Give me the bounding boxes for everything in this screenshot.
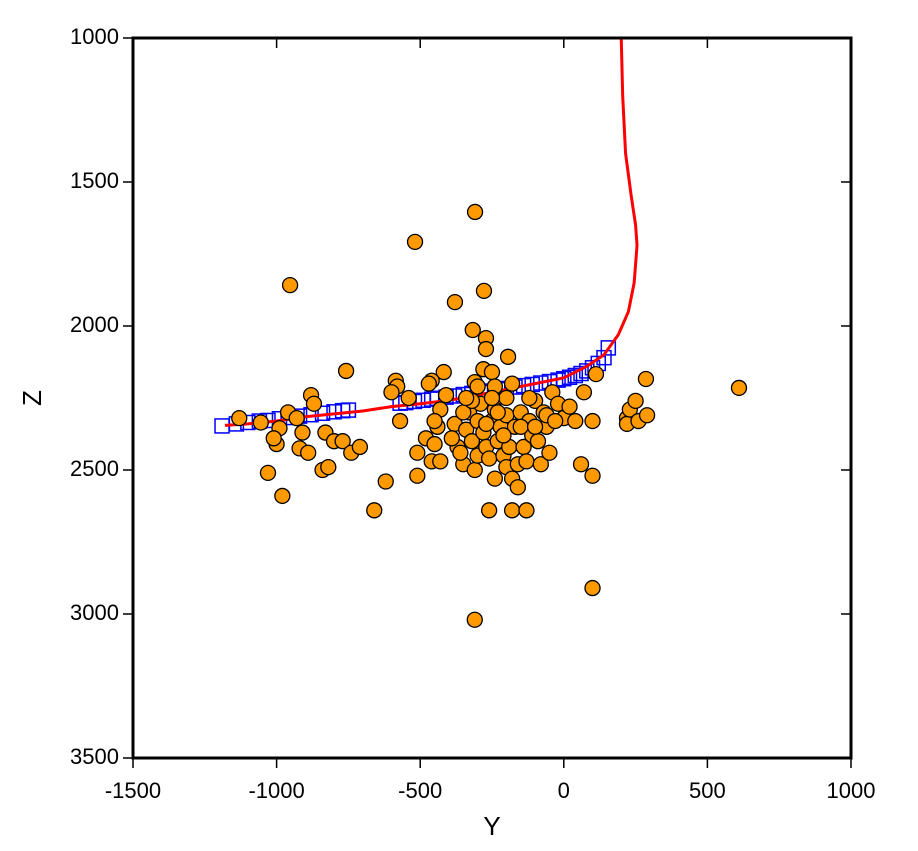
y-tick-label: 2500 — [70, 456, 119, 481]
scatter-point — [561, 398, 578, 415]
scatter-point — [575, 384, 593, 401]
scatter-point — [584, 412, 601, 430]
scatter-point — [383, 384, 400, 401]
scatter-point — [274, 487, 291, 505]
scatter-point — [480, 450, 498, 467]
x-tick-label: -1000 — [248, 778, 304, 803]
x-axis-label: Y — [483, 811, 500, 841]
x-tick-label: -500 — [398, 778, 442, 803]
scatter-point — [503, 502, 521, 519]
scatter-point — [391, 412, 409, 430]
scatter-point — [627, 392, 644, 410]
scatter-point — [730, 379, 748, 397]
scatter-point — [426, 412, 443, 430]
scatter-point — [305, 395, 323, 412]
scatter-point — [486, 470, 504, 487]
scatter-point — [483, 363, 501, 381]
scatter-point — [526, 418, 544, 435]
scatter-point — [464, 321, 481, 339]
y-tick-label: 2000 — [70, 312, 119, 337]
scatter-point — [638, 407, 656, 424]
scatter-point — [443, 430, 460, 447]
x-tick-label: 500 — [689, 778, 726, 803]
scatter-point — [567, 412, 584, 430]
scatter-point — [477, 340, 495, 358]
scatter-point — [475, 282, 493, 300]
scatter-point — [466, 611, 483, 628]
y-tick-label: 3000 — [70, 600, 119, 625]
x-tick-label: 1000 — [827, 778, 876, 803]
plot-frame — [131, 36, 853, 760]
scatter-point — [466, 203, 484, 221]
y-tick-label: 3500 — [70, 744, 119, 769]
scatter-point — [529, 433, 547, 450]
scatter-point — [541, 444, 558, 461]
scatter-point — [366, 502, 383, 519]
scatter-point — [320, 458, 337, 476]
scatter-point — [426, 435, 443, 453]
scatter-point — [489, 404, 506, 421]
scatter-point — [400, 389, 417, 407]
scatter-point — [406, 233, 424, 251]
scatter-point — [377, 473, 394, 490]
scatter-point — [432, 453, 449, 470]
scatter-point — [300, 444, 317, 461]
scatter-point — [478, 415, 495, 433]
scatter-point — [420, 375, 437, 392]
scatter-point — [518, 453, 535, 470]
scatter-point — [584, 467, 601, 484]
trajectory-line — [224, 37, 639, 427]
scatter-point — [495, 427, 512, 444]
scatter-point — [532, 456, 549, 473]
scatter-point — [509, 479, 526, 496]
scatter-point — [231, 410, 248, 427]
scatter-point — [503, 375, 521, 392]
scatter-point — [452, 444, 469, 461]
scatter-point — [521, 389, 538, 407]
scatter-point — [584, 579, 601, 597]
scatter-point — [547, 412, 564, 430]
scatter-point — [294, 424, 311, 441]
scatter-point — [435, 363, 452, 381]
scatter-point — [252, 414, 269, 431]
scatter-point — [498, 389, 515, 407]
scatter-point — [480, 502, 498, 519]
scatter-point — [281, 276, 299, 294]
scatter-point — [458, 389, 475, 407]
scatter-point — [409, 444, 426, 461]
scatter-point — [446, 293, 464, 311]
scatter-point — [466, 461, 483, 479]
scatter-point — [337, 362, 355, 380]
y-axis-label: Z — [17, 390, 47, 406]
scatter-point — [409, 467, 426, 484]
scatter-point — [351, 438, 369, 456]
x-tick-label: -1500 — [105, 778, 161, 803]
scatter-point — [512, 418, 529, 435]
scatter-point — [437, 386, 455, 404]
scatter-point — [587, 365, 605, 383]
x-tick-label: 0 — [558, 778, 570, 803]
scatter-point — [518, 502, 535, 519]
y-tick-label: 1500 — [70, 168, 119, 193]
scatter-point — [334, 433, 351, 450]
scatter-point — [483, 389, 501, 407]
scatter-point — [259, 464, 277, 482]
scatter-point — [463, 433, 481, 450]
scatter-point — [469, 378, 486, 395]
scatter-point — [265, 430, 282, 447]
square-marker — [340, 402, 357, 418]
square-marker — [600, 340, 617, 356]
scatter-point — [572, 456, 590, 473]
scatter-point — [499, 348, 517, 365]
y-tick-label: 1000 — [70, 24, 119, 49]
scatter-point — [288, 410, 305, 427]
scatter-point — [637, 370, 655, 388]
square-marker — [334, 402, 351, 419]
